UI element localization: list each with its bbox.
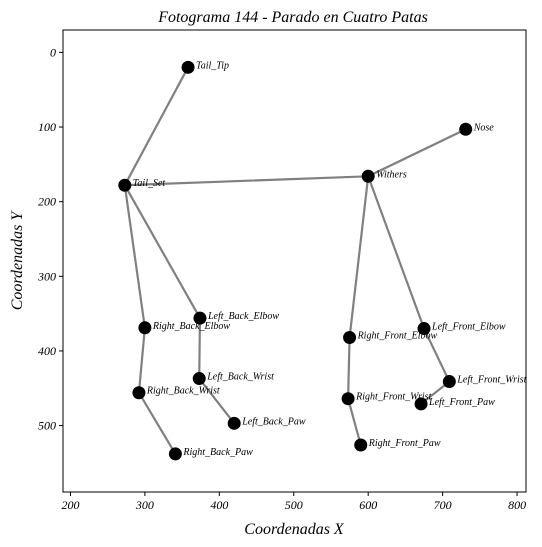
x-tick-label: 400 <box>210 498 228 512</box>
chart-title: Fotograma 144 - Parado en Cuatro Patas <box>157 9 428 26</box>
keypoint-label: Right_Front_Paw <box>368 438 441 449</box>
keypoint-label: Left_Front_Elbow <box>431 322 506 333</box>
keypoint-label: Right_Back_Wrist <box>146 386 220 397</box>
skeleton-edge <box>367 175 426 330</box>
keypoint-label: Withers <box>376 169 407 180</box>
skeleton-edge <box>123 66 190 187</box>
keypoint-label: Nose <box>473 122 495 133</box>
skeleton-edge <box>123 184 202 320</box>
keypoint-marker <box>343 331 357 345</box>
x-tick-label: 200 <box>61 498 79 512</box>
keypoint-label: Tail_Tip <box>196 60 229 71</box>
skeleton-edge <box>367 128 467 178</box>
keypoint-marker <box>442 375 456 389</box>
y-tick-label: 0 <box>50 45 56 59</box>
keypoint-marker <box>138 321 152 335</box>
y-tick-label: 200 <box>38 195 56 209</box>
keypoint-marker <box>168 447 182 461</box>
y-tick-label: 400 <box>38 344 56 358</box>
y-tick-label: 500 <box>38 419 56 433</box>
x-tick-label: 500 <box>285 498 303 512</box>
x-axis-ticks: 200 300 400 500 600 700 800 <box>61 492 526 512</box>
keypoint-label: Right_Front_Elbow <box>357 331 438 342</box>
keypoint-marker <box>192 372 206 386</box>
keypoint-label: Left_Front_Paw <box>428 397 495 408</box>
skeleton-edge <box>422 327 451 383</box>
keypoint-label: Left_Front_Wrist <box>456 375 526 386</box>
skeleton-edge <box>123 175 370 187</box>
keypoint-marker <box>132 386 146 400</box>
keypoint-label: Left_Back_Wrist <box>206 372 274 383</box>
x-axis-label: Coordenadas X <box>244 521 345 538</box>
skeleton-edge <box>346 397 362 447</box>
y-tick-label: 100 <box>38 120 56 134</box>
keypoint-marker <box>459 122 473 136</box>
y-axis-ticks: 0 100 200 300 400 500 <box>37 45 63 433</box>
keypoint-label: Right_Front_Wrist <box>355 392 431 403</box>
x-tick-label: 300 <box>135 498 154 512</box>
keypoint-marker <box>341 392 355 406</box>
keypoint-label: Right_Back_Paw <box>182 447 253 458</box>
keypoint-marker <box>414 397 428 411</box>
y-axis-label: Coordenadas Y <box>9 210 26 311</box>
keypoint-marker <box>181 60 195 74</box>
keypoint-marker <box>227 416 241 430</box>
keypoint-labels: Tail_Tip Nose Withers Tail_Set Left_Back_Elb… <box>133 60 527 458</box>
plot-frame <box>62 29 527 493</box>
skeleton-edge <box>123 184 146 329</box>
skeleton-edge <box>137 326 146 394</box>
keypoint-label: Tail_Set <box>133 178 166 189</box>
x-tick-label: 600 <box>359 498 377 512</box>
keypoint-marker <box>417 322 431 336</box>
keypoints <box>118 60 473 461</box>
x-tick-label: 800 <box>508 498 526 512</box>
y-tick-label: 300 <box>37 269 56 283</box>
skeleton-edge <box>348 175 370 339</box>
skeleton-edge <box>198 377 236 425</box>
keypoint-marker <box>193 311 207 325</box>
keypoint-marker <box>354 438 368 452</box>
skeleton-edge <box>137 391 177 456</box>
keypoint-marker <box>361 169 375 183</box>
keypoint-label: Left_Back_Paw <box>241 416 306 427</box>
x-tick-label: 700 <box>434 498 452 512</box>
keypoint-label: Left_Back_Elbow <box>207 311 279 322</box>
skeleton-edge <box>198 316 202 380</box>
keypoint-label: Right_Back_Elbow <box>152 321 231 332</box>
skeleton-edge <box>346 336 351 400</box>
keypoint-marker <box>118 178 132 192</box>
